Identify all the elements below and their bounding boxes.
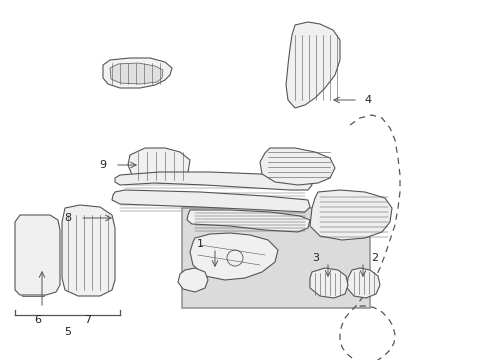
Bar — [22, 228, 44, 242]
Polygon shape — [110, 63, 163, 84]
Bar — [22, 282, 44, 296]
Text: 2: 2 — [371, 253, 378, 263]
Bar — [68, 270, 78, 282]
Polygon shape — [15, 215, 60, 295]
Polygon shape — [112, 190, 309, 212]
Bar — [68, 225, 78, 237]
Polygon shape — [186, 210, 309, 232]
Text: 7: 7 — [84, 315, 91, 325]
Polygon shape — [115, 172, 311, 190]
Polygon shape — [190, 233, 278, 280]
Bar — [22, 268, 44, 282]
Text: 6: 6 — [35, 315, 41, 325]
Text: 1: 1 — [196, 239, 203, 249]
Polygon shape — [62, 205, 115, 296]
Text: 5: 5 — [64, 327, 71, 337]
Text: 8: 8 — [64, 213, 71, 223]
Polygon shape — [346, 268, 379, 298]
Polygon shape — [103, 58, 172, 88]
Polygon shape — [178, 268, 207, 292]
Polygon shape — [285, 22, 339, 108]
FancyBboxPatch shape — [182, 208, 369, 308]
Bar — [68, 248, 78, 260]
Polygon shape — [309, 190, 391, 240]
Bar — [22, 248, 44, 262]
Text: 9: 9 — [99, 160, 106, 170]
Polygon shape — [309, 268, 347, 298]
Polygon shape — [128, 148, 190, 183]
Bar — [140, 158, 152, 172]
Polygon shape — [260, 148, 334, 185]
Text: 3: 3 — [312, 253, 319, 263]
Text: 4: 4 — [364, 95, 371, 105]
